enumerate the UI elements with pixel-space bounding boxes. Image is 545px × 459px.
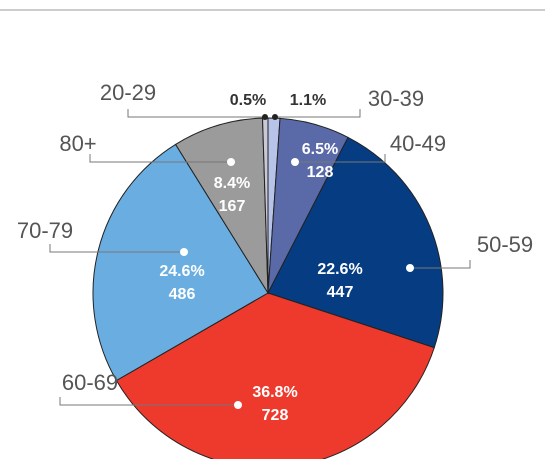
category-label: 60-69	[62, 370, 118, 395]
leader-dot	[291, 158, 299, 166]
leader-line	[410, 260, 471, 269]
leader-dot	[406, 264, 414, 272]
percent-label: 8.4%	[214, 175, 250, 192]
percent-label: 6.5%	[302, 141, 338, 158]
leader-line	[275, 109, 361, 118]
count-label: 447	[327, 284, 354, 301]
leader-line	[295, 154, 386, 163]
percent-label: 22.6%	[317, 261, 362, 278]
leader-line	[89, 154, 231, 163]
pie-slice	[267, 136, 444, 349]
count-label: 167	[219, 198, 246, 215]
percent-label: 0.5%	[230, 92, 266, 109]
category-label: 70-79	[17, 218, 73, 243]
count-label: 486	[169, 286, 196, 303]
leader-line	[59, 397, 238, 406]
leader-dot	[180, 248, 188, 256]
leader-dot	[227, 158, 235, 166]
percent-label: 24.6%	[159, 263, 204, 280]
count-label: 728	[262, 407, 289, 424]
leader-dot	[234, 401, 242, 409]
pie-slice	[115, 292, 435, 459]
count-label: 128	[307, 164, 334, 181]
category-label: 40-49	[390, 131, 446, 156]
percent-label: 1.1%	[290, 92, 326, 109]
pie-slice	[92, 143, 269, 382]
category-label: 30-39	[368, 86, 424, 111]
leader-line	[49, 244, 184, 253]
category-label: 20-29	[100, 80, 156, 105]
leader-dot	[262, 114, 268, 120]
leader-dot	[272, 114, 278, 120]
percent-label: 36.8%	[252, 384, 297, 401]
category-label: 80+	[59, 131, 96, 156]
leader-line	[127, 109, 265, 118]
category-label: 50-59	[477, 232, 533, 257]
